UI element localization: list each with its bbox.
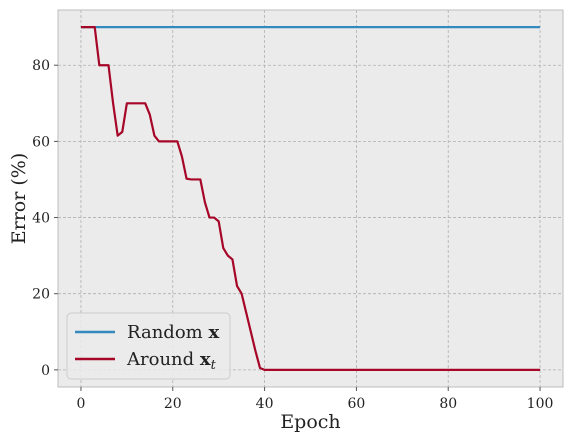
legend-label-0: Random x	[127, 322, 219, 343]
y-axis-label: Error (%)	[8, 153, 30, 244]
legend: Random x Around xt	[66, 312, 231, 380]
series-line-1	[80, 26, 541, 371]
x-tick-label: 0	[76, 396, 85, 412]
series-lines	[80, 26, 541, 371]
ticks: 0 20 40 60 80 100 0 20 40 60 80	[32, 58, 553, 412]
plot-frame	[57, 9, 564, 388]
y-tick-label: 0	[41, 363, 50, 379]
x-axis-label: Epoch	[280, 411, 340, 433]
x-tick-label: 20	[164, 396, 182, 412]
y-tick-label: 80	[32, 58, 50, 74]
x-tick-label: 80	[439, 396, 457, 412]
legend-label-1: Around xt	[126, 349, 217, 373]
y-tick-label: 20	[32, 287, 50, 303]
y-tick-label: 40	[32, 211, 50, 227]
x-tick-label: 60	[347, 396, 365, 412]
x-tick-label: 100	[527, 396, 554, 412]
legend-box	[66, 312, 231, 380]
x-tick-label: 40	[256, 396, 274, 412]
y-tick-label: 60	[32, 134, 50, 150]
